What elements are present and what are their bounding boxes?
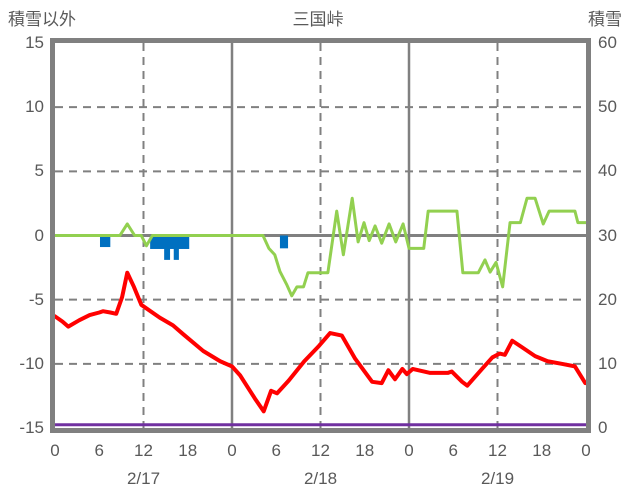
x-axis-hour-label: 6 bbox=[94, 441, 104, 460]
left-axis-title: 積雪以外 bbox=[8, 10, 76, 29]
chart-title: 三国峠 bbox=[292, 10, 344, 29]
right-axis-tick-label: 10 bbox=[598, 353, 617, 373]
x-axis-hour-label: 12 bbox=[311, 441, 330, 460]
x-axis-date-label: 2/17 bbox=[126, 469, 161, 488]
x-axis-hour-label: 6 bbox=[271, 441, 281, 460]
x-axis-hour-label: 12 bbox=[134, 441, 153, 460]
x-axis-date-label: 2/18 bbox=[303, 469, 338, 488]
right-axis-tick-label: 40 bbox=[598, 161, 617, 181]
left-axis-tick-label: -10 bbox=[19, 353, 44, 373]
x-axis-hour-label: 6 bbox=[448, 441, 458, 460]
plot-area bbox=[55, 43, 586, 428]
x-axis-hour-label: 0 bbox=[404, 441, 414, 460]
x-axis-hour-label: 18 bbox=[532, 441, 552, 460]
right-axis-tick-label: 60 bbox=[598, 33, 617, 52]
x-axis-hour-label: 0 bbox=[581, 441, 591, 460]
x-axis-hour-label: 18 bbox=[355, 441, 375, 460]
left-axis-tick-label: 10 bbox=[25, 97, 44, 117]
x-axis-hour-label: 18 bbox=[178, 441, 198, 460]
right-axis-tick-label: 20 bbox=[598, 289, 617, 309]
x-axis-hour-label: 0 bbox=[50, 441, 60, 460]
x-axis-hour-label: 12 bbox=[488, 441, 507, 460]
right-axis-tick-label: 50 bbox=[598, 97, 617, 117]
plot-frame bbox=[50, 38, 591, 433]
left-axis-tick-label: -15 bbox=[19, 418, 44, 437]
left-axis-tick-label: 15 bbox=[25, 33, 44, 52]
x-axis-hour-label: 0 bbox=[227, 441, 237, 460]
left-axis-tick-label: 5 bbox=[34, 161, 44, 181]
x-axis-date-label: 2/19 bbox=[480, 469, 515, 488]
right-axis-tick-label: 30 bbox=[598, 225, 617, 245]
right-axis-tick-label: 0 bbox=[598, 418, 608, 437]
left-axis-tick-label: 0 bbox=[34, 225, 44, 245]
right-axis-title: 積雪 bbox=[588, 10, 622, 29]
left-axis-tick-label: -5 bbox=[28, 289, 44, 309]
